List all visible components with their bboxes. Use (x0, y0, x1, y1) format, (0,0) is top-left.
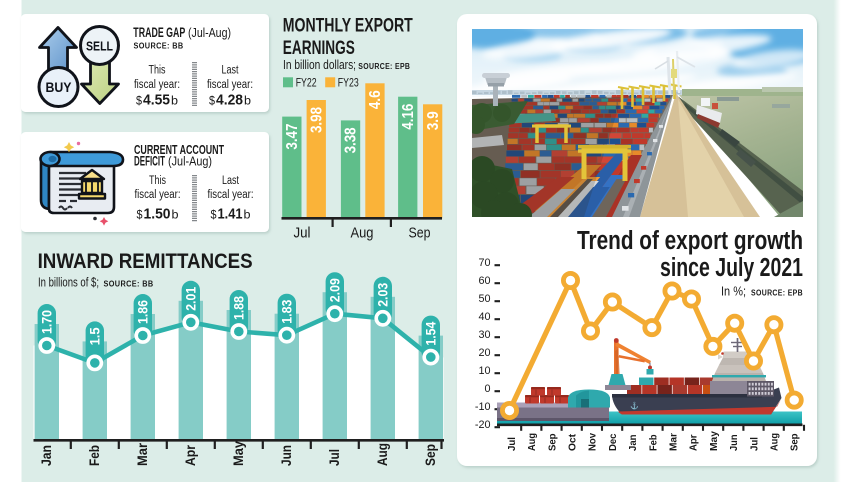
svg-text:SOURCE: EPB: SOURCE: EPB (751, 288, 803, 297)
svg-text:Jul: Jul (507, 437, 518, 451)
svg-text:CURRENT ACCOUNT: CURRENT ACCOUNT (134, 142, 224, 157)
svg-text:2.09: 2.09 (327, 278, 343, 302)
svg-text:since July 2021: since July 2021 (660, 254, 803, 282)
svg-text:fiscal year:: fiscal year: (135, 189, 181, 201)
svg-text:FY22: FY22 (296, 76, 317, 90)
svg-text:⚓: ⚓ (630, 401, 639, 410)
svg-text:70: 70 (478, 257, 490, 269)
svg-text:b: b (244, 95, 251, 107)
svg-text:20: 20 (478, 347, 490, 359)
svg-text:SOURCE: BB: SOURCE: BB (134, 42, 184, 51)
svg-text:Jan: Jan (628, 435, 639, 452)
svg-text:Aug: Aug (351, 225, 374, 242)
svg-text:Jul: Jul (749, 437, 760, 451)
svg-text:$: $ (137, 210, 144, 222)
svg-text:Jul: Jul (294, 225, 311, 242)
svg-text:3.9: 3.9 (425, 111, 442, 130)
svg-text:b: b (171, 95, 178, 107)
svg-text:SOURCE: EPB: SOURCE: EPB (358, 62, 410, 71)
svg-text:1.83: 1.83 (279, 300, 295, 324)
svg-text:Feb: Feb (86, 445, 102, 466)
svg-text:Sep: Sep (547, 434, 558, 452)
svg-text:Last: Last (222, 175, 240, 187)
svg-text:Mar: Mar (669, 433, 680, 451)
svg-text:b: b (172, 210, 179, 222)
svg-text:-20: -20 (475, 419, 491, 431)
svg-text:Jan: Jan (38, 445, 54, 466)
svg-text:MONTHLY EXPORT: MONTHLY EXPORT (283, 15, 413, 37)
svg-text:SOURCE: BB: SOURCE: BB (104, 279, 154, 288)
svg-text:TRADE GAP: TRADE GAP (133, 25, 185, 40)
svg-text:0: 0 (484, 383, 490, 395)
svg-text:Feb: Feb (648, 435, 659, 452)
svg-text:fiscal year:: fiscal year: (207, 79, 253, 91)
svg-text:In billions of $;: In billions of $; (38, 275, 99, 289)
svg-text:Jun: Jun (278, 445, 294, 466)
svg-text:2.03: 2.03 (375, 283, 391, 307)
svg-text:3.47: 3.47 (284, 124, 301, 150)
svg-text:$: $ (211, 210, 218, 222)
svg-text:4.6: 4.6 (367, 90, 384, 109)
svg-text:This: This (149, 175, 166, 187)
svg-text:(Jul-Aug): (Jul-Aug) (188, 25, 231, 40)
svg-text:1.41: 1.41 (218, 206, 243, 223)
svg-text:SELL: SELL (86, 39, 113, 54)
svg-text:10: 10 (478, 365, 490, 377)
svg-text:Dec: Dec (608, 433, 619, 451)
svg-text:Aug: Aug (770, 433, 781, 451)
svg-text:1.88: 1.88 (231, 296, 247, 320)
svg-text:3.98: 3.98 (308, 107, 325, 133)
svg-text:EARNINGS: EARNINGS (283, 37, 355, 59)
svg-text:$: $ (136, 95, 143, 107)
svg-text:Sep: Sep (409, 225, 431, 242)
svg-text:-10: -10 (475, 401, 491, 413)
svg-text:3.38: 3.38 (343, 127, 360, 153)
svg-text:In %;: In %; (721, 284, 746, 298)
svg-text:Sep: Sep (790, 434, 801, 452)
svg-text:4.16: 4.16 (400, 104, 417, 130)
svg-text:Jul: Jul (326, 449, 342, 466)
svg-text:fiscal year:: fiscal year: (134, 79, 180, 91)
svg-text:Nov: Nov (588, 433, 599, 451)
svg-text:Oct: Oct (568, 433, 579, 451)
svg-text:1.70: 1.70 (39, 310, 55, 334)
svg-text:In billion dollars;: In billion dollars; (283, 58, 356, 72)
svg-text:Apr: Apr (689, 434, 700, 451)
svg-text:Jun: Jun (729, 435, 740, 452)
svg-text:FY23: FY23 (338, 76, 359, 90)
svg-text:$: $ (209, 95, 216, 107)
svg-text:30: 30 (478, 329, 490, 341)
svg-text:50: 50 (478, 293, 490, 305)
svg-text:May: May (230, 441, 246, 466)
svg-text:Aug: Aug (527, 433, 538, 451)
svg-text:DEFICIT: DEFICIT (134, 154, 165, 169)
svg-text:4.55: 4.55 (143, 91, 170, 108)
svg-text:Mar: Mar (134, 442, 150, 466)
svg-text:60: 60 (478, 275, 490, 287)
svg-text:Aug: Aug (374, 443, 390, 466)
svg-text:This: This (149, 65, 166, 77)
svg-text:1.50: 1.50 (144, 206, 171, 223)
svg-text:2.01: 2.01 (183, 287, 199, 311)
svg-text:May: May (709, 431, 720, 451)
svg-text:1.54: 1.54 (423, 321, 439, 345)
svg-text:Apr: Apr (182, 445, 198, 466)
svg-text:INWARD REMITTANCES: INWARD REMITTANCES (38, 249, 253, 273)
svg-text:Last: Last (222, 65, 240, 77)
svg-text:1.86: 1.86 (135, 300, 151, 324)
svg-text:4.28: 4.28 (216, 91, 243, 108)
svg-text:b: b (244, 210, 251, 222)
svg-text:Trend of export growth: Trend of export growth (577, 227, 803, 255)
svg-text:40: 40 (478, 311, 490, 323)
svg-text:fiscal year:: fiscal year: (208, 189, 254, 201)
svg-text:(Jul-Aug): (Jul-Aug) (168, 154, 212, 169)
svg-text:1.5: 1.5 (87, 327, 103, 345)
svg-text:Sep: Sep (422, 444, 438, 466)
svg-text:BUY: BUY (46, 80, 72, 95)
